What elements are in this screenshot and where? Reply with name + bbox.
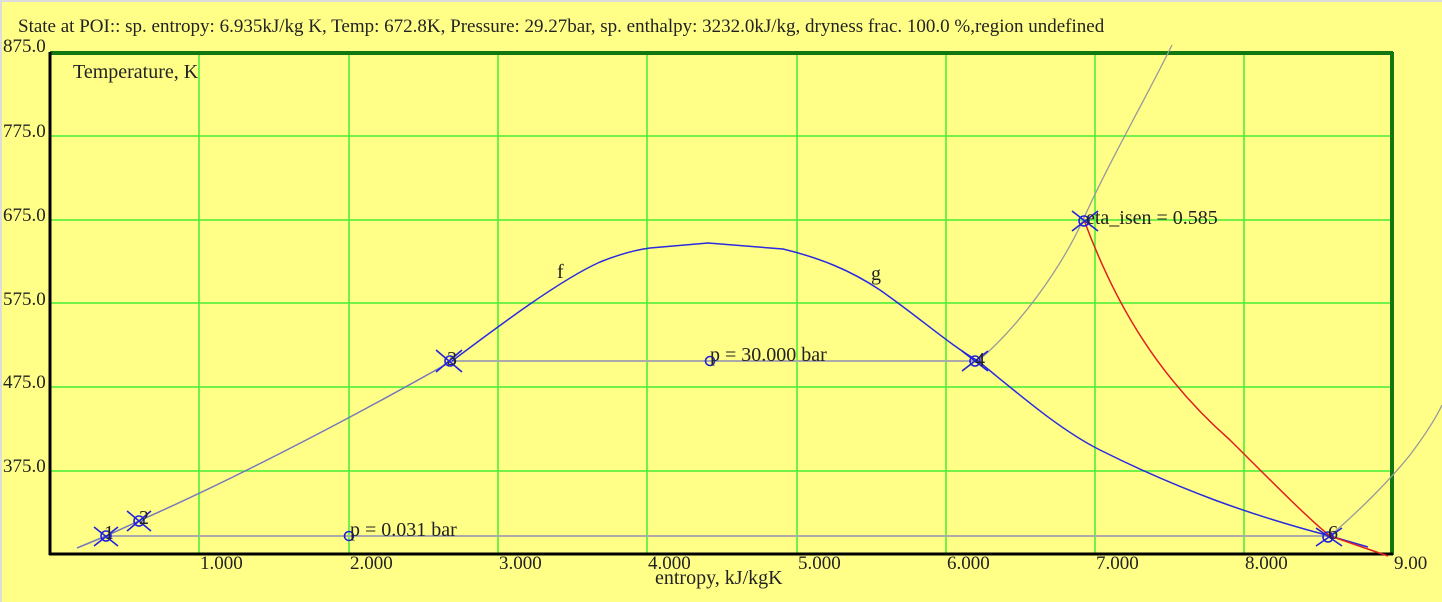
x-tick-1: 1.000 bbox=[200, 553, 243, 574]
x-tick-5: 5.000 bbox=[798, 553, 841, 574]
state-at-poi-text: State at POI:: sp. entropy: 6.935kJ/kg K… bbox=[18, 16, 1105, 37]
grid bbox=[50, 52, 1392, 554]
expansion-line bbox=[1083, 219, 1389, 557]
x-tick-7: 7.000 bbox=[1096, 553, 1139, 574]
dome-label-f: f bbox=[557, 261, 564, 283]
isobar-high-label: p = 30.000 bar bbox=[710, 344, 827, 366]
point-5-marker bbox=[1071, 210, 1099, 232]
point-1-label: 1 bbox=[104, 522, 114, 544]
saturation-dome bbox=[451, 242, 1369, 548]
eta-isen-label: eta_isen = 0.585 bbox=[1086, 207, 1218, 229]
y-tick-775: 775.0 bbox=[3, 121, 46, 142]
y-tick-875: 875.0 bbox=[3, 36, 46, 57]
x-tick-4: 4.000 bbox=[648, 553, 691, 574]
x-axis-title: entropy, kJ/kgK bbox=[655, 567, 783, 589]
isobar-high-superheat bbox=[977, 44, 1173, 362]
point-4-label: 4 bbox=[975, 349, 985, 371]
point-2-label: 2 bbox=[139, 507, 149, 529]
x-tick-8: 8.000 bbox=[1245, 553, 1288, 574]
dome-label-g: g bbox=[871, 263, 881, 285]
y-tick-675: 675.0 bbox=[3, 205, 46, 226]
point-6-marker bbox=[1315, 527, 1343, 547]
x-tick-9: 9.00 bbox=[1394, 553, 1427, 574]
x-tick-3: 3.000 bbox=[499, 553, 542, 574]
poi-low-marker bbox=[343, 530, 355, 542]
y-tick-575: 575.0 bbox=[3, 289, 46, 310]
point-6-label: 6 bbox=[1328, 522, 1338, 544]
y-axis-title: Temperature, K bbox=[73, 61, 199, 83]
y-tick-475: 475.0 bbox=[3, 372, 46, 393]
x-tick-6: 6.000 bbox=[947, 553, 990, 574]
liquid-line bbox=[76, 360, 453, 549]
point-1-marker bbox=[93, 526, 119, 547]
x-tick-2: 2.000 bbox=[350, 553, 393, 574]
point-4-marker bbox=[961, 350, 989, 372]
point-2-marker bbox=[126, 510, 152, 532]
isobar-low-label: p = 0.031 bar bbox=[350, 519, 457, 541]
isobar-low-superheat bbox=[1329, 404, 1442, 537]
y-tick-375: 375.0 bbox=[3, 456, 46, 477]
point-3-label: 3 bbox=[447, 348, 457, 370]
state-points bbox=[93, 210, 1343, 547]
point-3-marker bbox=[435, 349, 463, 373]
poi-high-marker bbox=[704, 355, 716, 367]
